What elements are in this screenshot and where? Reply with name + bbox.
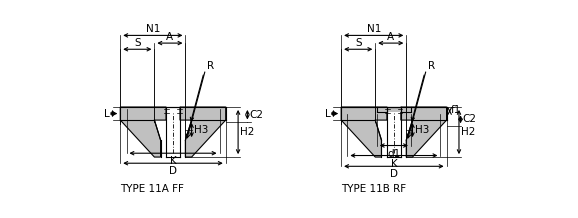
Text: S: S <box>134 38 140 48</box>
Text: N1: N1 <box>146 24 160 34</box>
Text: d1: d1 <box>387 149 401 158</box>
Text: A: A <box>387 32 394 42</box>
Text: H2: H2 <box>240 127 255 137</box>
Text: H3: H3 <box>194 125 208 135</box>
Text: K: K <box>169 156 176 166</box>
Text: f1: f1 <box>451 105 462 115</box>
Text: R: R <box>428 61 435 71</box>
Text: D: D <box>169 166 177 176</box>
Polygon shape <box>180 107 225 157</box>
Text: H2: H2 <box>461 127 476 137</box>
Text: L: L <box>325 109 331 119</box>
Text: N1: N1 <box>366 24 381 34</box>
Text: TYPE 11B RF: TYPE 11B RF <box>341 184 406 194</box>
Text: H3: H3 <box>415 125 429 135</box>
Text: C2: C2 <box>463 114 477 124</box>
Bar <box>377 107 411 112</box>
Polygon shape <box>401 107 447 157</box>
Text: L: L <box>105 109 110 119</box>
Text: S: S <box>355 38 361 48</box>
Text: K: K <box>391 159 397 169</box>
Text: R: R <box>207 61 214 71</box>
Text: TYPE 11A FF: TYPE 11A FF <box>120 184 184 194</box>
Polygon shape <box>120 107 166 157</box>
Text: A: A <box>166 32 173 42</box>
Text: C2: C2 <box>250 110 264 120</box>
Text: D: D <box>390 169 398 179</box>
Polygon shape <box>341 107 387 157</box>
